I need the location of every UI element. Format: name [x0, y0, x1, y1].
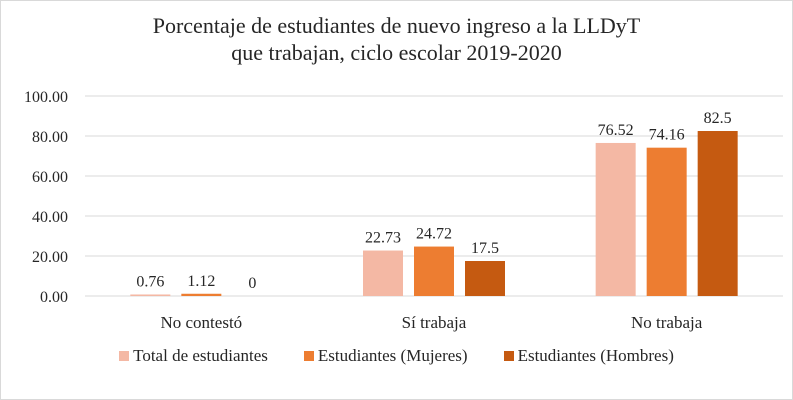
legend: Total de estudiantes Estudiantes (Mujere…: [0, 346, 793, 366]
y-tick-label: 40.00: [32, 209, 68, 226]
bar: [646, 147, 687, 296]
bar: [130, 294, 171, 296]
data-label: 82.5: [704, 110, 732, 127]
legend-swatch-mujeres: [303, 351, 314, 361]
legend-swatch-total: [119, 351, 130, 361]
legend-label-total: Total de estudiantes: [133, 346, 268, 365]
y-tick-label: 60.00: [32, 169, 68, 186]
x-tick-label: No trabaja: [631, 313, 703, 332]
x-tick-label: Sí trabaja: [402, 313, 467, 332]
legend-label-hombres: Estudiantes (Hombres): [517, 346, 674, 365]
legend-swatch-hombres: [503, 351, 514, 361]
y-tick-label: 20.00: [32, 249, 68, 266]
data-label: 0: [248, 275, 256, 292]
data-label: 76.52: [598, 122, 634, 139]
data-label: 22.73: [365, 230, 401, 247]
chart-title: Porcentaje de estudiantes de nuevo ingre…: [0, 12, 793, 66]
x-tick-label: No contestó: [160, 313, 242, 332]
bar: [595, 142, 636, 296]
chart-title-line-1: Porcentaje de estudiantes de nuevo ingre…: [152, 13, 641, 38]
bar: [414, 246, 454, 296]
y-tick-label: 100.00: [24, 89, 68, 106]
bar: [363, 250, 403, 296]
bar: [181, 293, 222, 296]
y-tick-label: 0.00: [40, 289, 68, 306]
data-label: 24.72: [416, 226, 452, 243]
bar: [697, 131, 738, 296]
legend-label-mujeres: Estudiantes (Mujeres): [317, 346, 468, 365]
y-tick-label: 80.00: [32, 129, 68, 146]
chart-title-line-2: que trabajan, ciclo escolar 2019-2020: [231, 40, 562, 65]
legend-item-hombres: Estudiantes (Hombres): [503, 346, 674, 366]
data-label: 0.76: [136, 273, 164, 290]
legend-item-mujeres: Estudiantes (Mujeres): [303, 346, 468, 366]
data-label: 17.5: [471, 240, 499, 257]
data-label: 1.12: [187, 273, 215, 290]
legend-item-total: Total de estudiantes: [119, 346, 268, 366]
data-label: 74.16: [649, 127, 685, 144]
bar: [465, 261, 505, 296]
